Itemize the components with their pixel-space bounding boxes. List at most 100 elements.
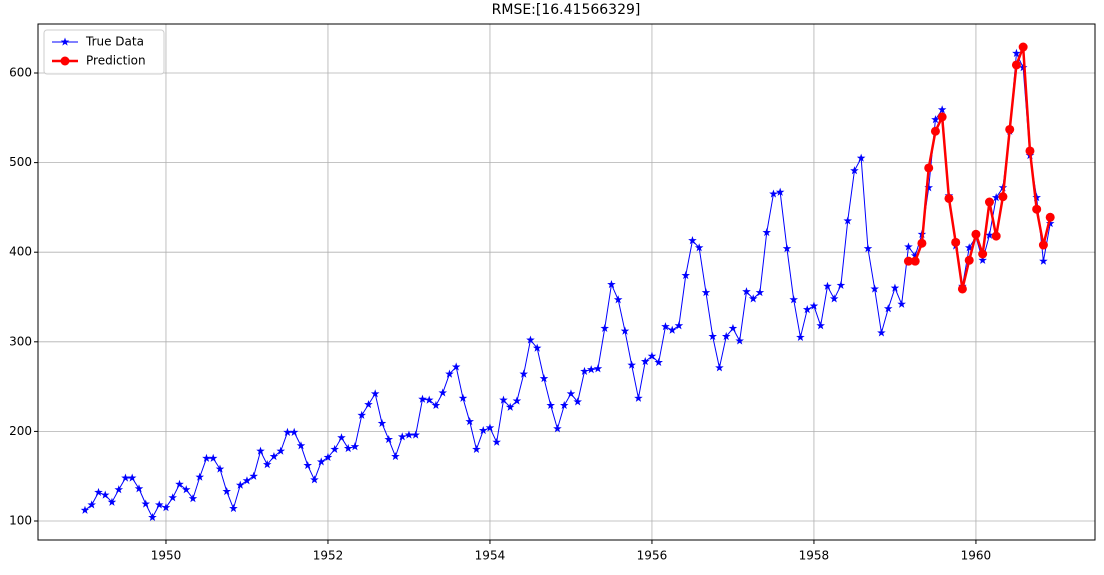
marker [829, 294, 839, 303]
x-tick-label: 1956 [637, 549, 668, 563]
marker [573, 397, 582, 406]
marker [526, 335, 535, 344]
legend-marker [60, 37, 70, 46]
marker [377, 418, 387, 427]
marker [370, 389, 380, 398]
marker [991, 231, 1001, 241]
marker [431, 400, 441, 410]
marker [600, 323, 610, 333]
marker [715, 363, 724, 372]
marker [249, 471, 258, 480]
marker [478, 426, 488, 435]
legend-label: True Data [85, 35, 144, 49]
marker [580, 366, 589, 376]
marker [202, 453, 211, 462]
y-tick-label: 600 [9, 66, 32, 80]
marker [931, 115, 940, 124]
marker [1012, 48, 1021, 57]
marker [802, 305, 812, 314]
marker [492, 437, 501, 446]
marker [964, 255, 974, 265]
marker [505, 402, 515, 411]
marker [472, 444, 481, 453]
marker [877, 328, 886, 337]
marker [269, 451, 279, 461]
marker [208, 453, 218, 462]
marker [701, 288, 711, 297]
marker [775, 187, 785, 196]
marker [910, 251, 920, 260]
marker [735, 336, 744, 345]
marker [465, 417, 474, 426]
marker [998, 192, 1008, 202]
marker [283, 427, 292, 436]
marker [924, 163, 934, 173]
y-tick-label: 100 [9, 514, 32, 528]
x-tick-label: 1952 [313, 549, 344, 563]
marker [94, 487, 103, 496]
marker [229, 503, 238, 513]
plot-frame [37, 23, 1096, 541]
marker [256, 446, 265, 455]
marker [944, 193, 954, 203]
marker [742, 287, 751, 296]
marker [148, 512, 157, 522]
y-tick-label: 400 [9, 245, 32, 259]
marker [728, 323, 738, 333]
marker [903, 256, 913, 266]
marker [397, 432, 407, 441]
marker [154, 500, 164, 509]
chart-title: RMSE:[16.41566329] [492, 2, 641, 18]
marker [175, 479, 184, 488]
marker [613, 295, 623, 304]
marker [418, 394, 427, 403]
marker [917, 238, 927, 248]
marker [836, 280, 846, 289]
marker [964, 243, 974, 252]
marker [343, 443, 353, 453]
marker [242, 476, 252, 485]
marker [978, 249, 988, 259]
marker [445, 369, 454, 378]
marker [188, 494, 198, 503]
marker [1045, 219, 1055, 228]
marker [937, 112, 947, 122]
marker [667, 325, 677, 334]
x-tick-label: 1960 [961, 549, 992, 563]
marker [262, 460, 272, 469]
marker [1032, 193, 1041, 202]
marker [755, 288, 765, 297]
marker [904, 242, 913, 251]
marker [539, 374, 549, 383]
marker [195, 472, 205, 481]
marker [681, 271, 691, 280]
legend-box [43, 29, 165, 75]
x-tick-label: 1954 [475, 549, 506, 563]
marker [337, 433, 346, 442]
marker [593, 364, 603, 373]
marker [303, 460, 312, 470]
marker [1039, 256, 1048, 265]
marker [674, 321, 684, 330]
marker [694, 243, 704, 252]
marker [890, 283, 900, 292]
marker [984, 197, 994, 207]
marker [937, 105, 947, 114]
marker [235, 480, 245, 489]
marker [121, 473, 130, 482]
marker [276, 446, 286, 455]
marker [883, 304, 893, 313]
marker [1018, 42, 1028, 52]
marker [823, 281, 832, 290]
marker [391, 451, 400, 461]
x-tick-label: 1958 [799, 549, 830, 563]
marker [350, 442, 360, 451]
marker [863, 244, 873, 253]
marker [485, 423, 495, 432]
marker [438, 388, 448, 397]
marker [647, 351, 657, 360]
marker [330, 444, 339, 453]
marker [627, 360, 636, 369]
marker [100, 490, 110, 499]
